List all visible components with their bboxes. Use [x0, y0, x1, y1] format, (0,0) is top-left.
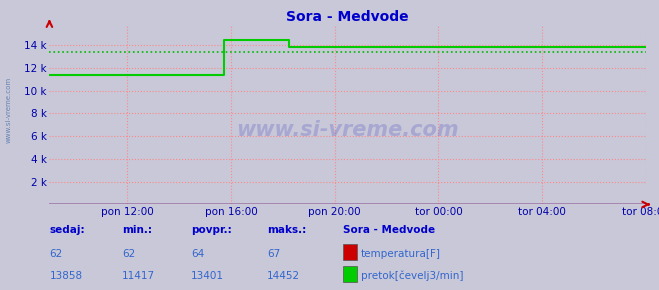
Text: 13401: 13401 — [191, 271, 224, 281]
Text: Sora - Medvode: Sora - Medvode — [343, 225, 435, 235]
Text: 14452: 14452 — [267, 271, 300, 281]
Text: pretok[čevelj3/min]: pretok[čevelj3/min] — [361, 271, 464, 281]
Text: povpr.:: povpr.: — [191, 225, 232, 235]
Text: maks.:: maks.: — [267, 225, 306, 235]
Text: 13858: 13858 — [49, 271, 82, 281]
Text: sedaj:: sedaj: — [49, 225, 85, 235]
Text: 11417: 11417 — [122, 271, 155, 281]
Text: 62: 62 — [49, 249, 63, 259]
Text: 67: 67 — [267, 249, 280, 259]
Text: www.si-vreme.com: www.si-vreme.com — [237, 119, 459, 139]
Text: temperatura[F]: temperatura[F] — [361, 249, 441, 259]
Text: www.si-vreme.com: www.si-vreme.com — [5, 77, 11, 143]
Text: min.:: min.: — [122, 225, 152, 235]
Text: 64: 64 — [191, 249, 204, 259]
Title: Sora - Medvode: Sora - Medvode — [286, 10, 409, 23]
Text: 62: 62 — [122, 249, 135, 259]
